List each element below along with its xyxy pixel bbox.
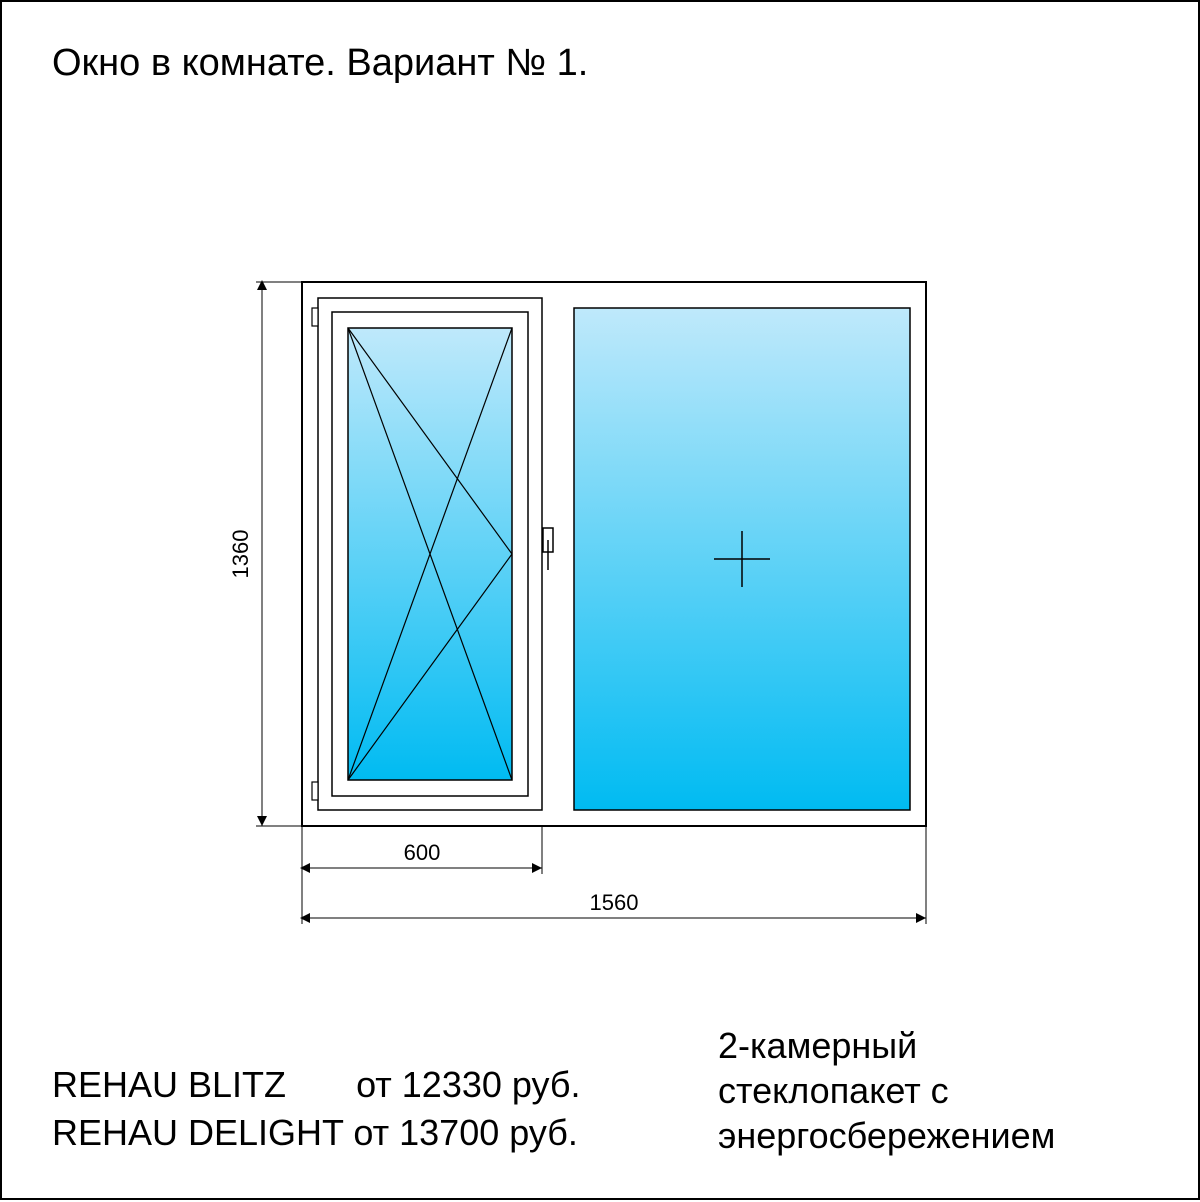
page-frame: Окно в комнате. Вариант № 1.: [0, 0, 1200, 1200]
hinge-top: [312, 308, 318, 326]
dimension-height-value: 1360: [228, 530, 253, 579]
pricing-line-2-price: от 13700 руб.: [353, 1112, 577, 1153]
dimension-total-width-value: 1560: [590, 890, 639, 915]
pricing-line-1-name: REHAU BLITZ: [52, 1064, 286, 1105]
pricing-line-1-price: от 12330 руб.: [356, 1064, 580, 1105]
note-line-2: стеклопакет с: [718, 1068, 1148, 1113]
pricing-block: REHAU BLITZ от 12330 руб. REHAU DELIGHT …: [52, 1061, 581, 1158]
pricing-line-2-name: REHAU DELIGHT: [52, 1112, 343, 1153]
hinge-bottom: [312, 782, 318, 800]
dimension-total-width: 1560: [302, 826, 926, 924]
dimension-sash-width-value: 600: [404, 840, 441, 865]
note-block: 2-камерный стеклопакет с энергосбережени…: [718, 1023, 1148, 1158]
dimension-sash-width: 600: [302, 826, 542, 874]
window-diagram: 1360 600 1560: [2, 2, 1200, 1202]
dimension-height: 1360: [228, 282, 302, 826]
note-line-1: 2-камерный: [718, 1023, 1148, 1068]
note-line-3: энергосбережением: [718, 1113, 1148, 1158]
